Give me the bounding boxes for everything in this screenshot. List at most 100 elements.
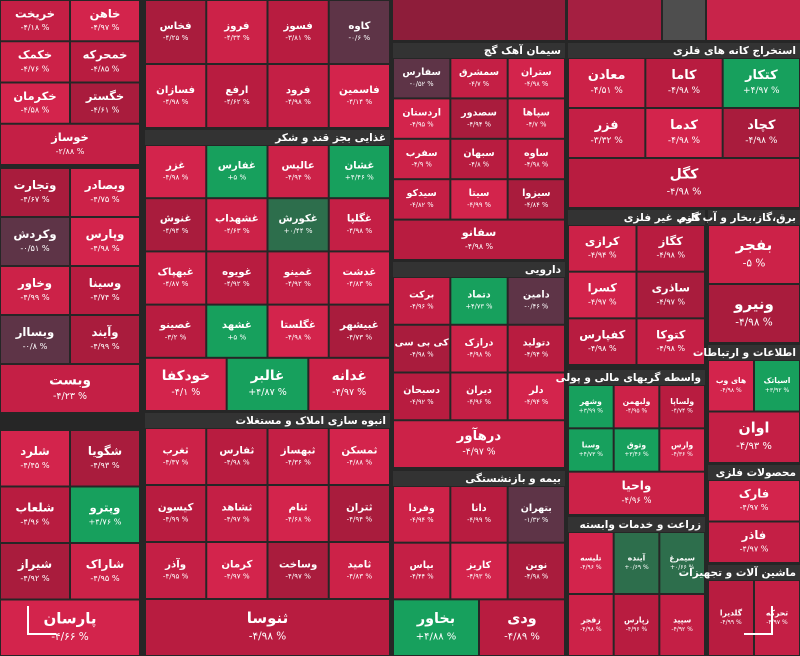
tile-box: [1, 544, 69, 599]
tile: غشان +۴/۴۶ %: [329, 146, 389, 198]
tile-name: دیران: [466, 385, 492, 396]
tile-name: کگل: [670, 166, 699, 183]
tile: کگل -۴/۹۸ %: [569, 159, 799, 207]
tile-name: غشهداب: [215, 214, 259, 225]
tile-box: [146, 486, 206, 541]
tile: بپاس -۴/۴۴ %: [394, 543, 450, 599]
tile-box: [451, 543, 507, 599]
tile: شگویا-۴/۹۳ %: [71, 431, 139, 486]
tile-name: سیدکو: [405, 188, 436, 199]
tile-change: -۴/۹۲ %: [285, 279, 311, 288]
tile-change: -۴/۹۸ %: [588, 344, 617, 353]
tile: خوساز -۲/۸۸ %: [1, 124, 139, 164]
tile-change: -۴/۹۷ %: [656, 297, 685, 306]
tile: برکت -۴/۹۶ %: [394, 278, 450, 324]
tile-change: -۴/۹۸ %: [163, 173, 189, 182]
tile-name: خودکفا: [162, 368, 210, 384]
tile-change: -۴/۶۱ %: [91, 106, 120, 115]
tile-change: -۴/۹۹ %: [467, 516, 491, 524]
corner-mark: [27, 606, 56, 635]
sector-title: واسطه گریهای مالی و پولی: [556, 371, 701, 384]
tile-change: -۴/۵۸ %: [21, 106, 50, 115]
tile: فاذر -۴/۹۷ %: [709, 522, 799, 562]
sector-header: [568, 43, 800, 58]
tile: سیتا -۴/۹۹ %: [451, 180, 507, 219]
tile-name: اوان: [739, 421, 770, 437]
tile-name: غکورش: [279, 214, 318, 225]
tile-name: ولساپا: [670, 397, 694, 406]
tile-box: [71, 487, 139, 542]
tile: غزر -۴/۹۸ %: [146, 146, 206, 198]
tile: ارفع-۴/۶۲ %: [207, 65, 267, 127]
tile-name: غشهد: [222, 320, 252, 331]
tile-name: شلعاب: [16, 500, 55, 514]
tile-name: ودی: [507, 611, 536, 627]
sector-header: [708, 565, 800, 580]
tile: کرمان -۴/۹۷ %: [207, 543, 267, 598]
tile-name: ثمسکن: [341, 445, 377, 456]
tile: دانا -۴/۹۹ %: [451, 487, 507, 542]
tile-change: -۴/۷ %: [526, 120, 546, 128]
tile: زپارس -۴/۹۶ %: [614, 595, 659, 655]
tile-change: -۴/۶۶ %: [51, 631, 89, 643]
tile: ثتران -۴/۹۴ %: [329, 486, 389, 541]
tile-box: [207, 199, 267, 251]
tile: درازک -۴/۹۸ %: [451, 325, 507, 372]
tile-name: وخاور: [17, 276, 52, 291]
tile: وفردا -۴/۹۴ %: [394, 487, 450, 542]
tile-name: گلدیرا: [720, 608, 743, 617]
tile: غگلستا-۴/۹۸ %: [268, 305, 328, 357]
tile: سفرب -۴/۹ %: [394, 139, 450, 179]
tile-change: -۴/۹۷ %: [224, 572, 250, 581]
tile-change: -۴/۷۳ %: [347, 332, 373, 341]
tile-name: غصینو: [159, 320, 192, 331]
tile-name: اردستان: [402, 107, 441, 118]
tile-change: -۴/۹۸ %: [656, 344, 685, 353]
tile-change: -۴/۳۶ %: [671, 451, 693, 458]
tile-change: -۴/۱۸ %: [21, 23, 50, 32]
tile-box: [646, 109, 722, 157]
tile-change: -۴/۹۸ %: [467, 350, 491, 358]
tile-change: -۴/۹۸ %: [580, 626, 602, 633]
tile: وثوق +۳/۴۶ %: [614, 429, 659, 471]
tile: غشهداب-۴/۶۳ %: [207, 199, 267, 251]
tile-name: ثنام: [288, 502, 307, 513]
tile-change: -۴/۹۴ %: [163, 226, 189, 235]
tile-box: [71, 218, 139, 265]
tile-name: شاراک: [86, 557, 124, 572]
tile-name: بفجر: [735, 236, 773, 254]
tile: خکمک -۴/۷۶ %: [1, 42, 69, 82]
tile: غشهد+۵ %: [207, 305, 267, 357]
tile-box: [394, 139, 450, 179]
tile-box: [394, 59, 450, 98]
sector-header: [568, 210, 705, 225]
tile-change: -۴/۸۸ %: [347, 458, 373, 467]
tile-name: ساوه: [524, 148, 549, 159]
tile-box: [508, 543, 564, 599]
tile: غویوه-۴/۹۲ %: [207, 252, 267, 304]
tile-name: وتجارت: [14, 178, 57, 193]
tile-box: [268, 1, 328, 63]
tile-name: شیراز: [17, 557, 52, 572]
sector-header: [708, 465, 800, 480]
tile: ولبهمن -۴/۹۵ %: [614, 386, 659, 428]
tile-change: -۴/۹۲ %: [410, 398, 434, 406]
tile-name: غمینو: [283, 267, 313, 278]
tile: فاسمین-۴/۱۴ %: [329, 65, 389, 127]
tile-box: [660, 429, 704, 471]
tile-box: [508, 373, 564, 420]
tile-name: پارسان: [43, 609, 96, 628]
tile-change: -۴/۴۵ %: [20, 460, 49, 470]
tile-change: -۵ %: [743, 258, 766, 270]
tile-name: کرمان: [221, 559, 252, 570]
tile-name: فاذر: [741, 528, 766, 542]
tile: وسنا +۴/۷۳ %: [569, 429, 613, 471]
sector-header: [708, 210, 800, 225]
tile: تلیسه -۴/۹۶ %: [569, 533, 613, 593]
tile-box: [709, 226, 799, 283]
tile-box: [207, 146, 267, 198]
sector-title: محصولات فلزی: [716, 467, 796, 479]
tile-box: [329, 486, 389, 541]
tile-change: -۴/۹۸ %: [745, 136, 778, 146]
tile-change: -۴/۷۶ %: [21, 64, 50, 73]
